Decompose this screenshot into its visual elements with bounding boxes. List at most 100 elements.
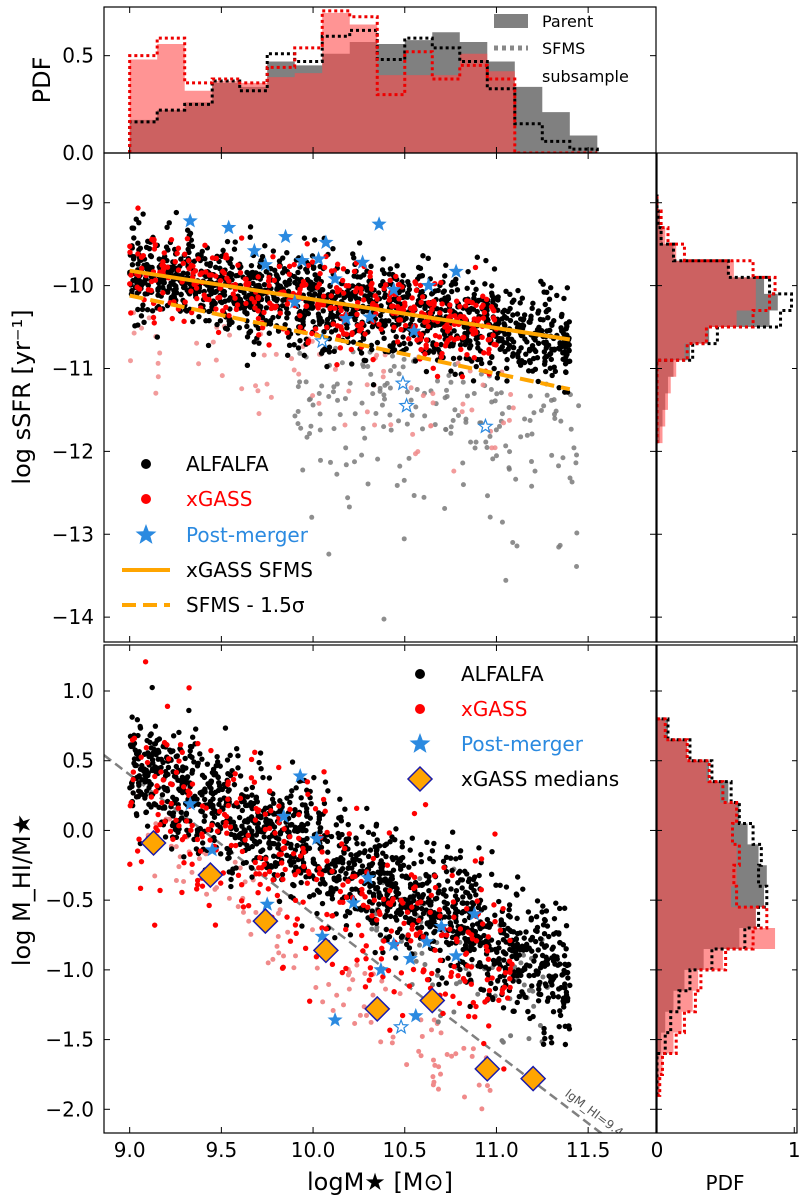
alfalfa-point [190,318,196,325]
postmerger-star [362,309,378,324]
alfalfa-point [372,949,378,956]
alfalfa-quenched-point [330,389,336,395]
alfalfa-point [165,289,171,295]
ssfr-scatter-panel: −9−10−11−12−13−14ALFALFAxGASSPost-merger… [52,152,657,643]
hi-pdf-filled-red-bars [657,718,776,1096]
alfalfa-point [488,980,494,987]
xgass-gasfaint-point [246,918,252,924]
xgass-point [437,957,444,964]
xgass-point [359,932,365,939]
alfalfa-point [423,368,430,375]
alfalfa-point [342,806,348,812]
xgass-point [460,334,466,341]
xgass-point [366,977,372,983]
xgass-point [284,329,290,336]
alfalfa-point [427,945,434,952]
xgass-point [466,930,472,936]
xgass-point [329,868,335,875]
alfalfa-quenched-point [388,427,394,433]
xgass-point [348,346,355,353]
xgass-point [206,902,212,909]
alfalfa-quenched-point [498,390,504,396]
alfalfa-quenched-point [450,418,456,424]
alfalfa-point [370,831,377,837]
alfalfa-point [393,826,399,832]
xgass-point [257,881,263,888]
alfalfa-point [503,951,509,957]
legend-xgass-marker [141,494,151,504]
xgass-point [345,878,351,885]
xgass-point [414,337,420,343]
alfalfa-point [532,938,539,945]
alfalfa-point [232,239,238,245]
alfalfa-point [426,888,432,894]
xgass-quenched-point [273,351,279,357]
xgass-quenched-point [430,391,436,397]
alfalfa-quenched-point [334,381,340,387]
alfalfa-point [548,356,555,363]
alfalfa-point [552,961,558,967]
xgass-gasfaint-point [235,904,241,910]
xgass-point [135,205,141,211]
alfalfa-point [293,785,299,791]
xgass-quenched-point [346,388,352,394]
xgass-point [279,860,285,866]
xgass-point [234,800,240,806]
alfalfa-point [349,361,355,367]
alfalfa-point [227,752,233,759]
alfalfa-point [266,839,272,845]
xgass-quenched-point [451,468,457,474]
alfalfa-faint-point [537,1023,543,1029]
alfalfa-point [318,350,325,356]
alfalfa-point [417,265,424,272]
alfalfa-point [382,292,389,298]
alfalfa-point [460,946,466,953]
xgass-point [376,909,382,915]
legend-postmerger-marker [409,733,431,753]
xgass-point [215,329,222,336]
alfalfa-point [513,951,519,958]
alfalfa-point [549,372,555,379]
alfalfa-point [214,754,220,760]
alfalfa-point [344,268,351,275]
alfalfa-quenched-point [409,412,415,418]
xgass-point [457,926,464,932]
alfalfa-quenched-point [442,395,448,401]
legend-subsample-label: subsample [542,67,629,86]
alfalfa-point [134,812,140,819]
alfalfa-point [368,263,374,269]
xgass-point [168,800,174,807]
xgass-point [481,350,487,356]
alfalfa-point [481,932,487,939]
ssfr-pdf-frame [656,152,798,643]
alfalfa-point [148,731,154,737]
alfalfa-point [284,352,291,358]
xgass-point [271,277,277,284]
alfalfa-point [420,910,427,917]
alfalfa-quenched-point [541,403,547,409]
alfalfa-point [337,796,343,802]
alfalfa-point [181,854,187,860]
xgass-point [252,817,259,823]
xgass-point [343,894,350,900]
xgass-point [447,325,453,331]
alfalfa-point [548,1040,555,1046]
alfalfa-quenched-point [381,424,387,430]
alfalfa-point [201,796,208,803]
xgass-point [401,920,407,926]
alfalfa-quenched-point [510,539,516,545]
xgass-point [464,351,470,358]
alfalfa-point [457,342,464,348]
alfalfa-quenched-point [339,360,345,366]
alfalfa-point [398,934,405,940]
xgass-point [262,811,269,817]
alfalfa-point [155,747,161,754]
alfalfa-point [187,230,194,237]
alfalfa-point [563,923,570,929]
alfalfa-point [510,345,517,351]
xgass-point [492,831,498,837]
xgass-quenched-point [213,357,219,363]
xgass-point [127,243,133,250]
alfalfa-point [332,935,338,941]
alfalfa-point [197,790,203,796]
